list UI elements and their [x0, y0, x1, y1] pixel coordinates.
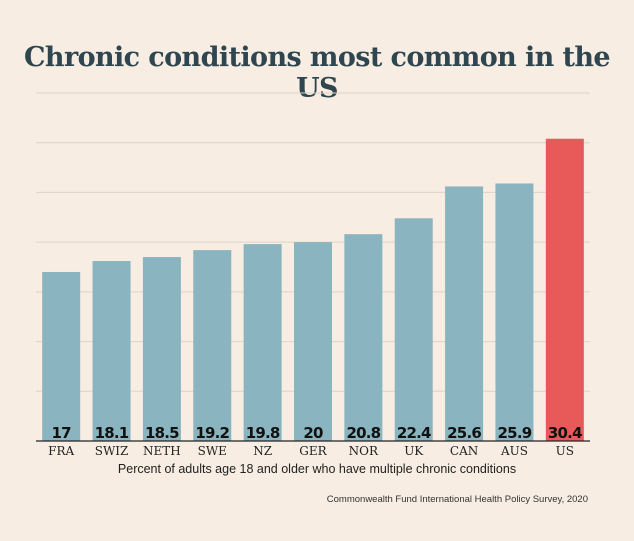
tick-label-nz: NZ	[253, 444, 272, 458]
bar-swe	[193, 250, 232, 441]
chart-title: Chronic conditions most common in the US	[24, 42, 611, 104]
tick-label-can: CAN	[450, 444, 478, 458]
tick-label-fra: FRA	[48, 444, 74, 458]
tick-label-swiz: SWIZ	[95, 444, 129, 458]
bar-swiz	[92, 261, 131, 441]
bar-uk	[394, 218, 433, 441]
tick-label-ger: GER	[299, 444, 327, 458]
value-label-can: 25.6	[447, 424, 481, 442]
value-label-nor: 20.8	[346, 424, 380, 442]
tick-label-us: US	[556, 444, 574, 458]
value-label-uk: 22.4	[397, 424, 431, 442]
value-label-swiz: 18.1	[95, 424, 129, 442]
bar-fra	[42, 271, 81, 441]
bar-ger	[294, 242, 332, 441]
value-label-fra: 17	[52, 424, 72, 442]
bar-aus	[495, 183, 534, 442]
bar-nz	[243, 244, 282, 441]
bar-can	[445, 186, 484, 441]
value-label-ger: 20	[303, 424, 323, 442]
value-label-aus: 25.9	[498, 424, 532, 442]
x-axis-label: Percent of adults age 18 and older who h…	[117, 462, 517, 476]
tick-label-uk: UK	[404, 444, 424, 458]
tick-label-neth: NETH	[143, 444, 181, 458]
bar-us	[545, 138, 584, 442]
bars	[42, 138, 584, 442]
value-label-us: 30.4	[548, 424, 582, 442]
source-note: Commonwealth Fund International Health P…	[326, 494, 588, 505]
value-label-nz: 19.8	[246, 424, 280, 442]
bar-nor	[344, 234, 383, 441]
tick-label-nor: NOR	[349, 444, 379, 458]
value-labels: 17 18.1 18.5 19.2 19.8 20 20.8 22.4 25.6 25.9 30.4	[52, 424, 583, 442]
bar-neth	[142, 257, 181, 441]
tick-label-aus: AUS	[500, 444, 528, 458]
value-label-neth: 18.5	[145, 424, 179, 442]
value-label-swe: 19.2	[195, 424, 229, 442]
tick-label-swe: SWE	[198, 444, 227, 458]
x-tick-labels: FRA SWIZ NETH SWE NZ GER NOR UK CAN AUS US	[48, 444, 574, 458]
